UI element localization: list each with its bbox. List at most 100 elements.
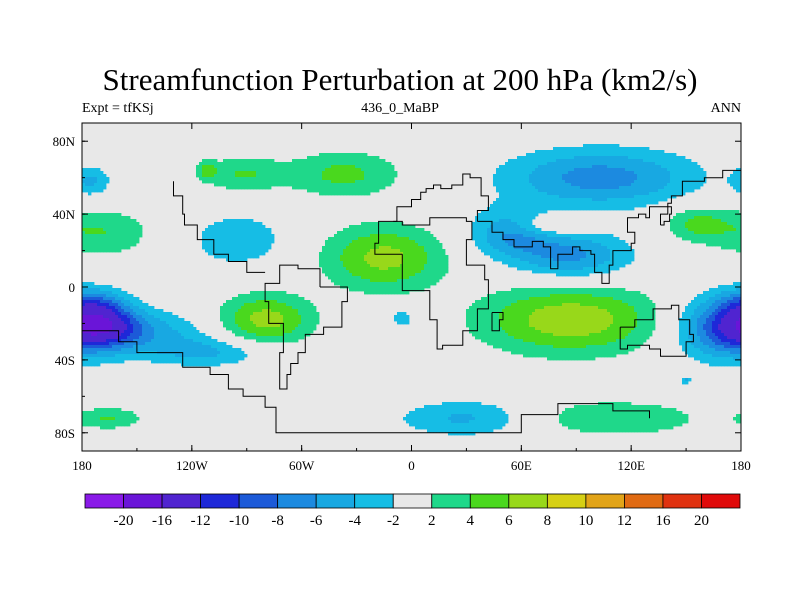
field-cell [499, 207, 503, 211]
field-cell [688, 225, 692, 229]
field-cell [616, 246, 620, 250]
field-cell [307, 177, 311, 181]
field-cell [391, 267, 395, 271]
field-cell [655, 177, 659, 181]
field-cell [388, 291, 392, 295]
field-cell [550, 165, 554, 169]
field-cell [244, 165, 248, 169]
field-cell [334, 267, 338, 271]
field-cell [625, 165, 629, 169]
field-cell [205, 231, 209, 235]
field-cell [307, 168, 311, 172]
field-cell [511, 159, 515, 163]
field-cell [682, 162, 686, 166]
field-cell [646, 171, 650, 175]
field-cell [367, 264, 371, 268]
field-cell [355, 264, 359, 268]
field-cell [370, 222, 374, 226]
field-cell [586, 243, 590, 247]
field-cell [118, 231, 122, 235]
field-cell [217, 180, 221, 184]
field-cell [88, 300, 92, 304]
field-cell [571, 147, 575, 151]
field-cell [103, 213, 107, 217]
field-cell [109, 294, 113, 298]
field-cell [535, 237, 539, 241]
field-cell [112, 249, 116, 253]
field-cell [505, 222, 509, 226]
field-cell [529, 216, 533, 220]
field-cell [262, 168, 266, 172]
field-cell [361, 243, 365, 247]
field-cell [307, 180, 311, 184]
field-cell [625, 189, 629, 193]
field-cell [556, 204, 560, 208]
field-cell [355, 168, 359, 172]
field-cell [424, 231, 428, 235]
field-cell [607, 261, 611, 265]
field-cell [286, 297, 290, 301]
field-cell [502, 210, 506, 214]
field-cell [715, 291, 719, 295]
field-cell [541, 288, 545, 292]
field-cell [586, 153, 590, 157]
field-cell [331, 279, 335, 283]
field-cell [115, 213, 119, 217]
field-cell [613, 147, 617, 151]
field-cell [343, 264, 347, 268]
field-cell [373, 171, 377, 175]
field-cell [385, 282, 389, 286]
field-cell [535, 171, 539, 175]
field-cell [544, 195, 548, 199]
field-cell [544, 249, 548, 253]
field-cell [214, 234, 218, 238]
field-cell [361, 285, 365, 289]
field-cell [583, 177, 587, 181]
field-cell [382, 270, 386, 274]
field-cell [718, 231, 722, 235]
field-cell [616, 252, 620, 256]
field-cell [88, 171, 92, 175]
field-cell [295, 294, 299, 298]
field-cell [88, 168, 92, 172]
field-cell [82, 300, 86, 304]
field-cell [649, 177, 653, 181]
field-cell [535, 255, 539, 259]
field-cell [349, 177, 353, 181]
field-cell [256, 255, 260, 259]
field-cell [670, 219, 674, 223]
field-cell [517, 177, 521, 181]
field-cell [658, 159, 662, 163]
field-cell [661, 189, 665, 193]
field-cell [268, 240, 272, 244]
field-cell [739, 186, 742, 190]
field-cell [241, 183, 245, 187]
field-cell [229, 162, 233, 166]
field-cell [370, 255, 374, 259]
field-cell [118, 300, 122, 304]
field-cell [556, 297, 560, 301]
field-cell [121, 237, 125, 241]
field-cell [391, 264, 395, 268]
field-cell [688, 186, 692, 190]
field-cell [499, 189, 503, 193]
field-cell [226, 219, 230, 223]
field-cell [373, 273, 377, 277]
field-cell [568, 168, 572, 172]
field-cell [382, 273, 386, 277]
field-cell [256, 177, 260, 181]
field-cell [556, 177, 560, 181]
field-cell [91, 168, 95, 172]
field-cell [622, 159, 626, 163]
field-cell [571, 297, 575, 301]
field-cell [478, 300, 482, 304]
field-cell [133, 234, 137, 238]
field-cell [394, 291, 398, 295]
field-cell [496, 300, 500, 304]
field-cell [616, 255, 620, 259]
field-cell [301, 180, 305, 184]
field-cell [490, 300, 494, 304]
field-cell [484, 246, 488, 250]
field-cell [628, 207, 632, 211]
field-cell [358, 273, 362, 277]
